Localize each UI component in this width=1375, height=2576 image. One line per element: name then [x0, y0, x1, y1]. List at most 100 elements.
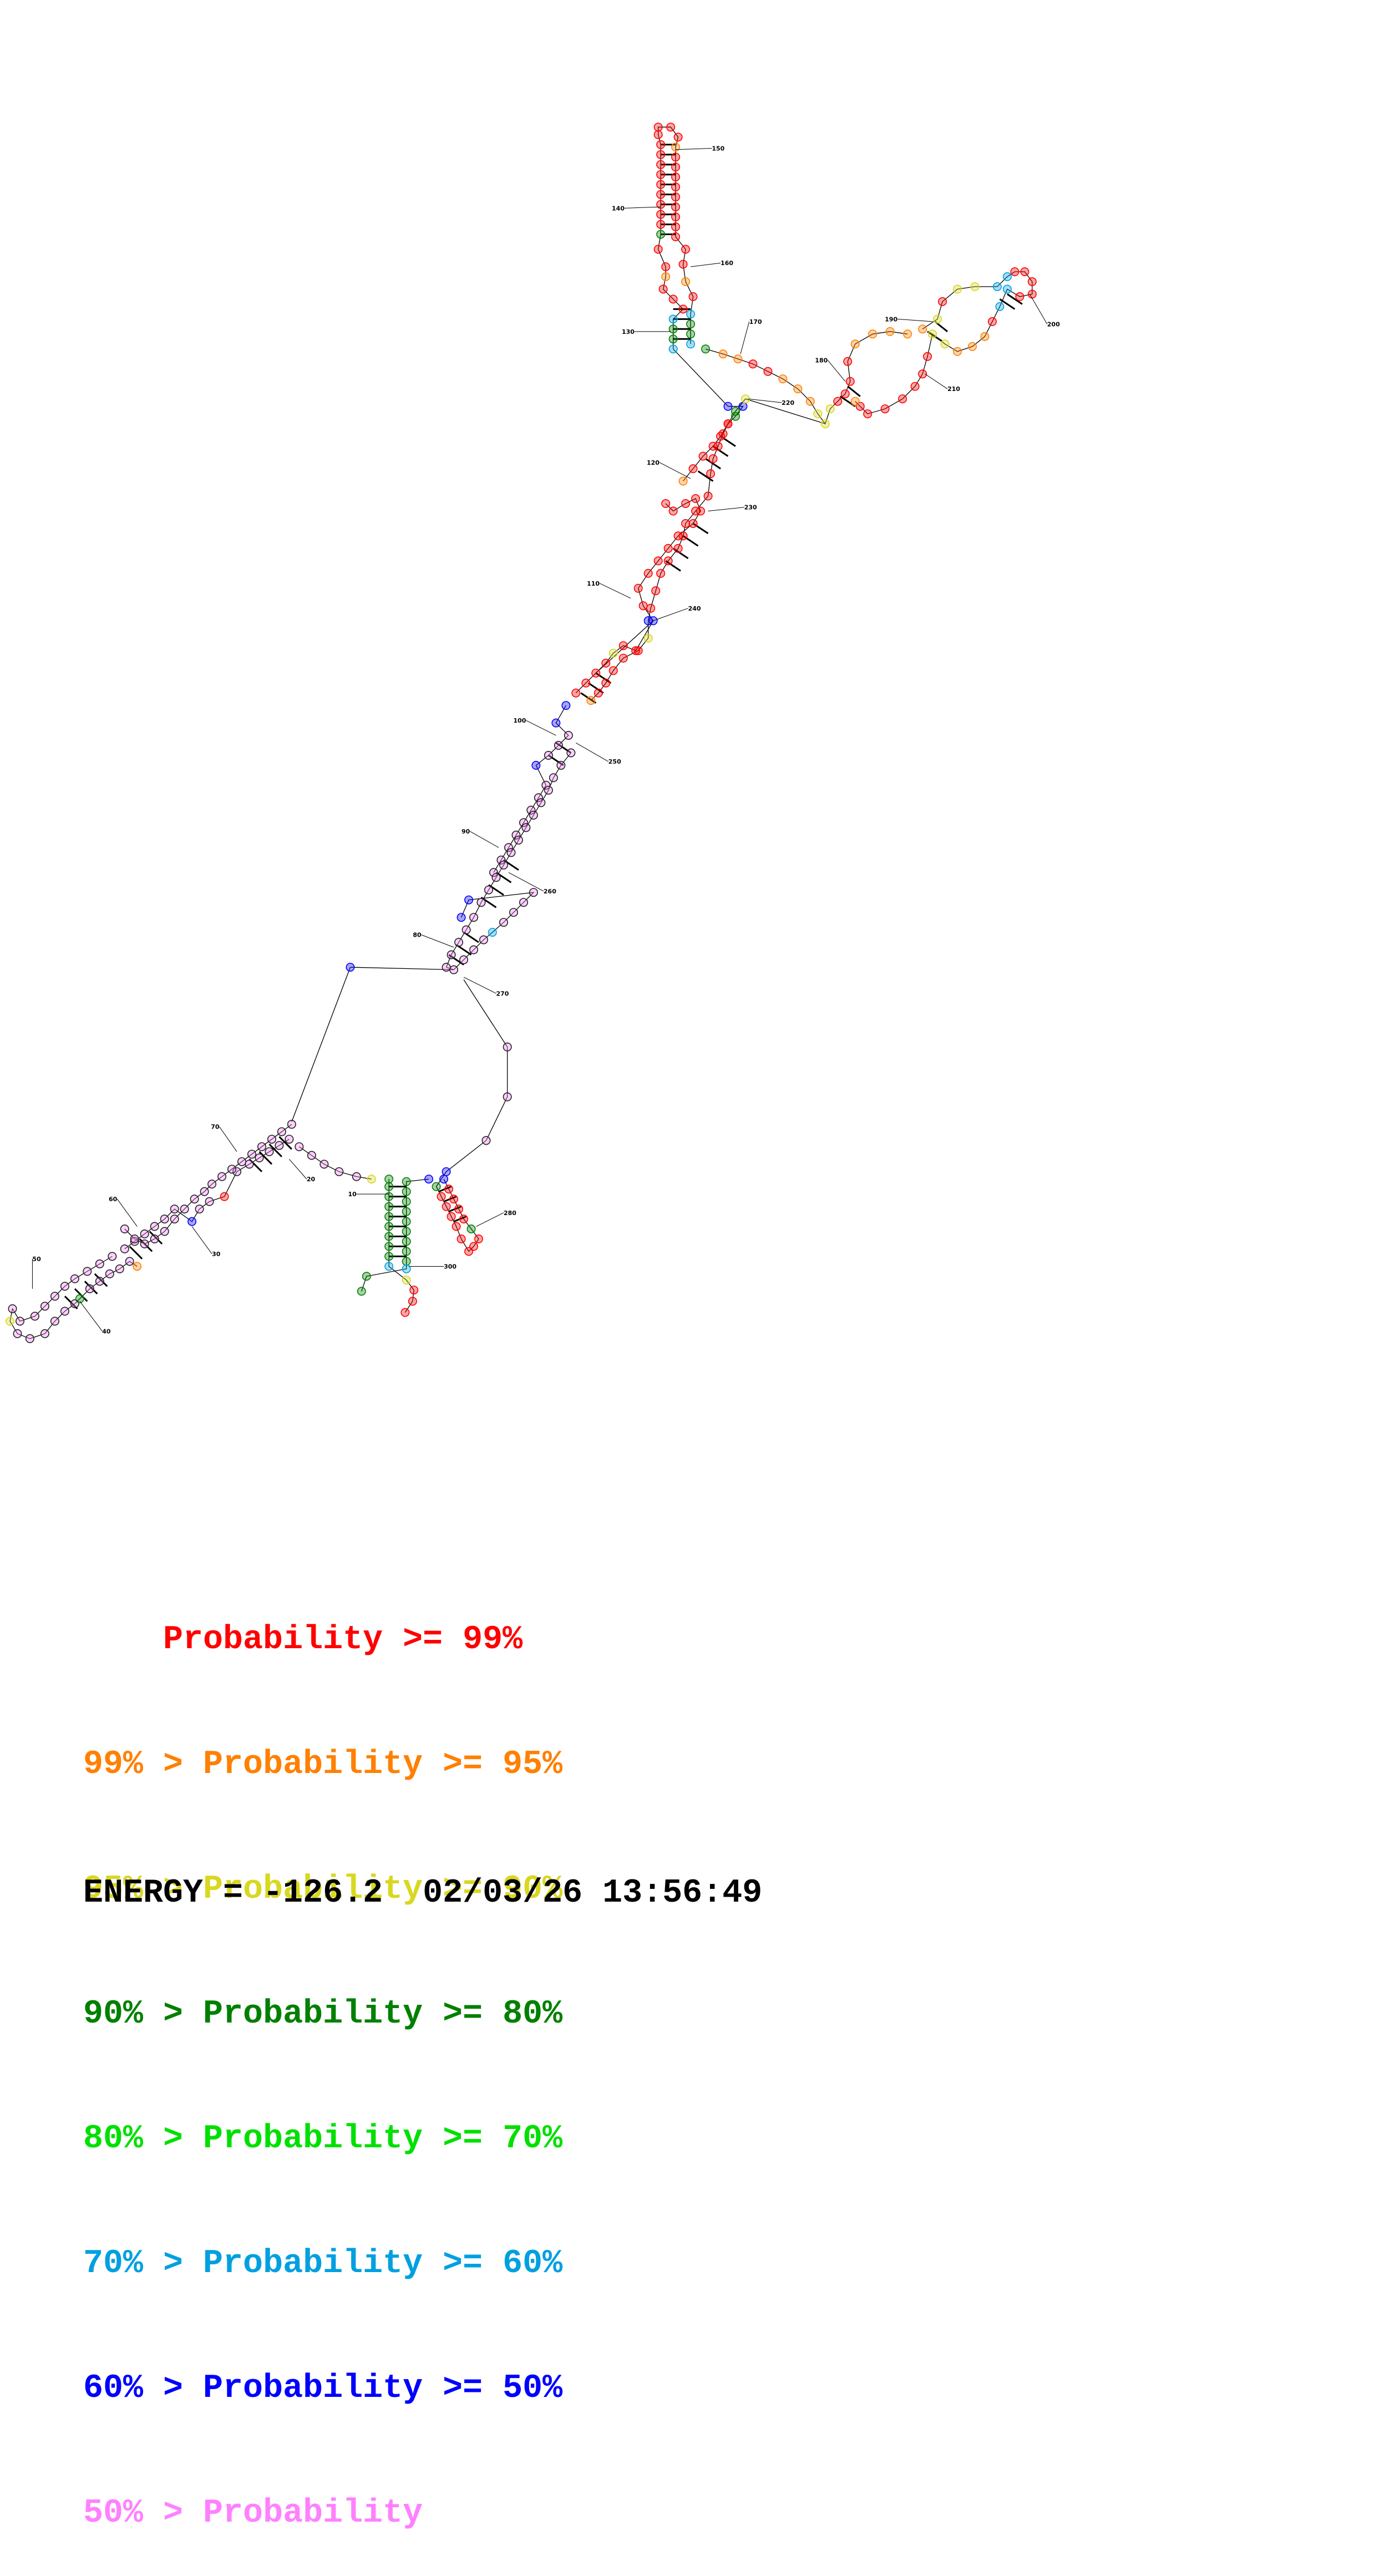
nucleotide	[618, 653, 628, 663]
nucleotide	[671, 192, 681, 202]
position-label: 40	[102, 1328, 111, 1335]
position-label: 220	[782, 399, 794, 407]
backbone-connector	[745, 398, 826, 424]
nucleotide	[442, 1202, 451, 1211]
nucleotide	[514, 835, 523, 845]
nucleotide	[566, 748, 576, 758]
position-label: 170	[749, 318, 762, 326]
position-label-leader	[79, 1301, 103, 1332]
nucleotide	[503, 1042, 512, 1051]
nucleotide	[713, 441, 723, 451]
nucleotide	[519, 898, 528, 907]
nucleotide	[287, 1120, 296, 1129]
backbone-segment	[493, 705, 569, 873]
nucleotide	[519, 818, 528, 827]
base-pair-bonds	[64, 144, 1023, 1309]
nucleotide	[13, 1329, 22, 1338]
position-label-leader	[659, 462, 691, 479]
nucleotide	[681, 245, 691, 254]
nucleotide	[631, 646, 641, 656]
nucleotide	[671, 222, 681, 231]
nucleotide	[716, 431, 725, 441]
nucleotide	[541, 780, 551, 790]
nucleotide	[85, 1284, 94, 1293]
nucleotide	[953, 284, 962, 294]
base-pair-bond	[555, 742, 572, 754]
nucleotide	[551, 718, 561, 728]
nucleotide	[402, 1197, 411, 1206]
base-pair-bond	[672, 547, 689, 560]
nucleotide	[402, 1227, 411, 1236]
nucleotide	[207, 1180, 217, 1189]
probability-legend: Probability >= 99% 99% > Probability >= …	[83, 1536, 562, 2576]
nucleotide	[668, 506, 678, 516]
base-pair-bond	[595, 672, 612, 684]
nucleotide	[738, 402, 748, 411]
nucleotide	[255, 1153, 264, 1162]
nucleotide	[840, 389, 850, 399]
position-label-leader	[740, 321, 750, 354]
nucleotide	[656, 150, 666, 159]
position-label: 130	[622, 328, 635, 336]
nucleotide	[40, 1329, 49, 1338]
position-label-leader	[827, 360, 846, 382]
nucleotide	[940, 339, 950, 349]
base-pair-bond	[682, 535, 699, 547]
base-pair-bond	[548, 754, 564, 766]
nucleotide	[504, 843, 513, 852]
nucleotide	[267, 1135, 276, 1144]
nucleotide	[402, 1276, 411, 1285]
nucleotide	[1027, 289, 1037, 299]
nucleotide	[474, 1234, 483, 1244]
nucleotide	[706, 469, 716, 479]
nucleotide	[170, 1205, 179, 1214]
nucleotide	[723, 419, 733, 429]
nucleotide	[536, 798, 546, 807]
base-pair-bond	[692, 522, 709, 535]
nucleotide	[105, 1269, 114, 1279]
nucleotide	[534, 793, 543, 802]
position-label-leader	[470, 831, 499, 848]
nucleotide	[993, 282, 1002, 291]
nucleotide	[863, 409, 872, 419]
nucleotide	[681, 499, 691, 508]
nucleotide	[671, 202, 681, 212]
nucleotide	[671, 182, 681, 192]
base-pair-bond	[580, 692, 597, 704]
nucleotide	[408, 1297, 417, 1306]
nucleotide	[688, 464, 698, 474]
position-label: 250	[608, 758, 621, 765]
nucleotide	[668, 324, 678, 334]
nucleotide	[544, 751, 553, 760]
backbone-segment	[361, 1178, 429, 1292]
nucleotide	[227, 1165, 236, 1174]
nucleotide	[646, 603, 656, 613]
base-pair-bond	[665, 560, 681, 572]
nucleotide	[367, 1175, 376, 1184]
nucleotide	[1003, 284, 1012, 294]
base-pair-bond	[705, 458, 721, 470]
position-label: 280	[504, 1210, 516, 1217]
base-pair-bond	[587, 682, 604, 694]
position-label-leader	[748, 398, 782, 403]
nucleotide	[451, 1222, 461, 1231]
nucleotide	[778, 374, 788, 384]
backbone-segment	[575, 498, 701, 694]
position-label: 100	[513, 717, 526, 724]
position-label: 200	[1047, 321, 1060, 328]
position-label: 50	[32, 1256, 41, 1263]
nucleotide	[668, 294, 678, 304]
base-pair-bond	[129, 1246, 143, 1260]
nucleotide	[656, 190, 666, 199]
position-label-leader	[653, 608, 688, 621]
nucleotide	[384, 1232, 394, 1241]
nucleotide	[95, 1259, 104, 1269]
nucleotide	[953, 347, 962, 356]
base-pair-bond	[278, 1136, 292, 1150]
position-label: 270	[496, 990, 509, 997]
position-label: 260	[544, 888, 556, 895]
legend-line-7: 60% > Probability >= 50%	[83, 2370, 563, 2407]
nucleotide	[673, 133, 683, 142]
nucleotide	[384, 1222, 394, 1231]
nucleotide	[187, 1217, 197, 1226]
